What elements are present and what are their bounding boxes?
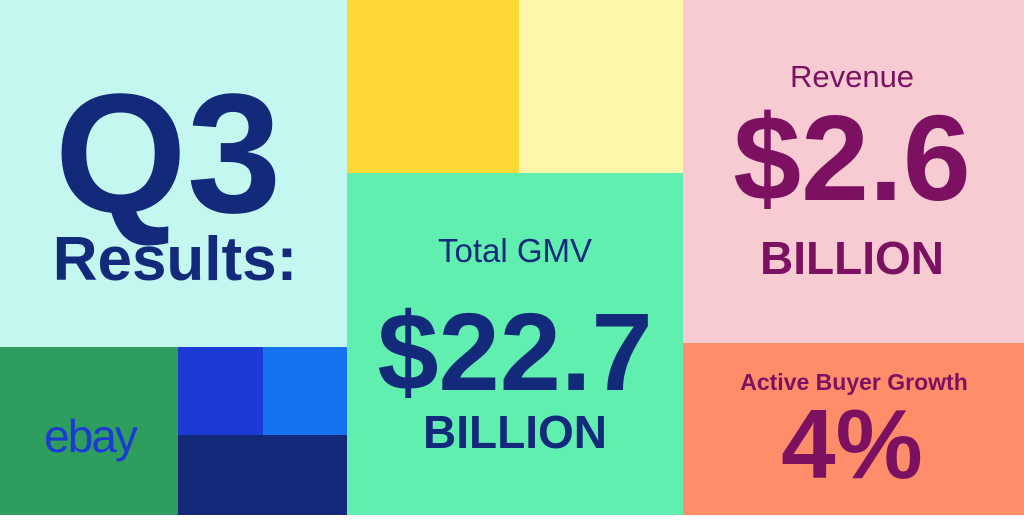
metric-label: Total GMV [438,232,592,269]
blue-block [178,435,347,515]
blue-block [263,347,347,435]
metric-value: 4% [781,389,923,499]
growth-panel [683,343,1024,515]
metric-value: $22.7 [377,291,652,414]
q3-panel [0,0,347,347]
metric-label: Revenue [790,59,914,94]
metric-unit: BILLION [423,406,607,458]
revenue-panel [683,0,1024,343]
yellow-block [347,0,519,173]
gmv-panel [347,173,683,515]
logo: ebay [44,410,138,462]
metric-unit: BILLION [760,232,944,284]
metric-label: Active Buyer Growth [740,369,968,395]
yellow-block [519,0,683,173]
subtitle: Results: [53,225,298,294]
quarter: Q3 [55,59,282,249]
logo-panel [0,347,178,515]
metric-value: $2.6 [733,90,970,226]
blue-block [178,347,263,435]
